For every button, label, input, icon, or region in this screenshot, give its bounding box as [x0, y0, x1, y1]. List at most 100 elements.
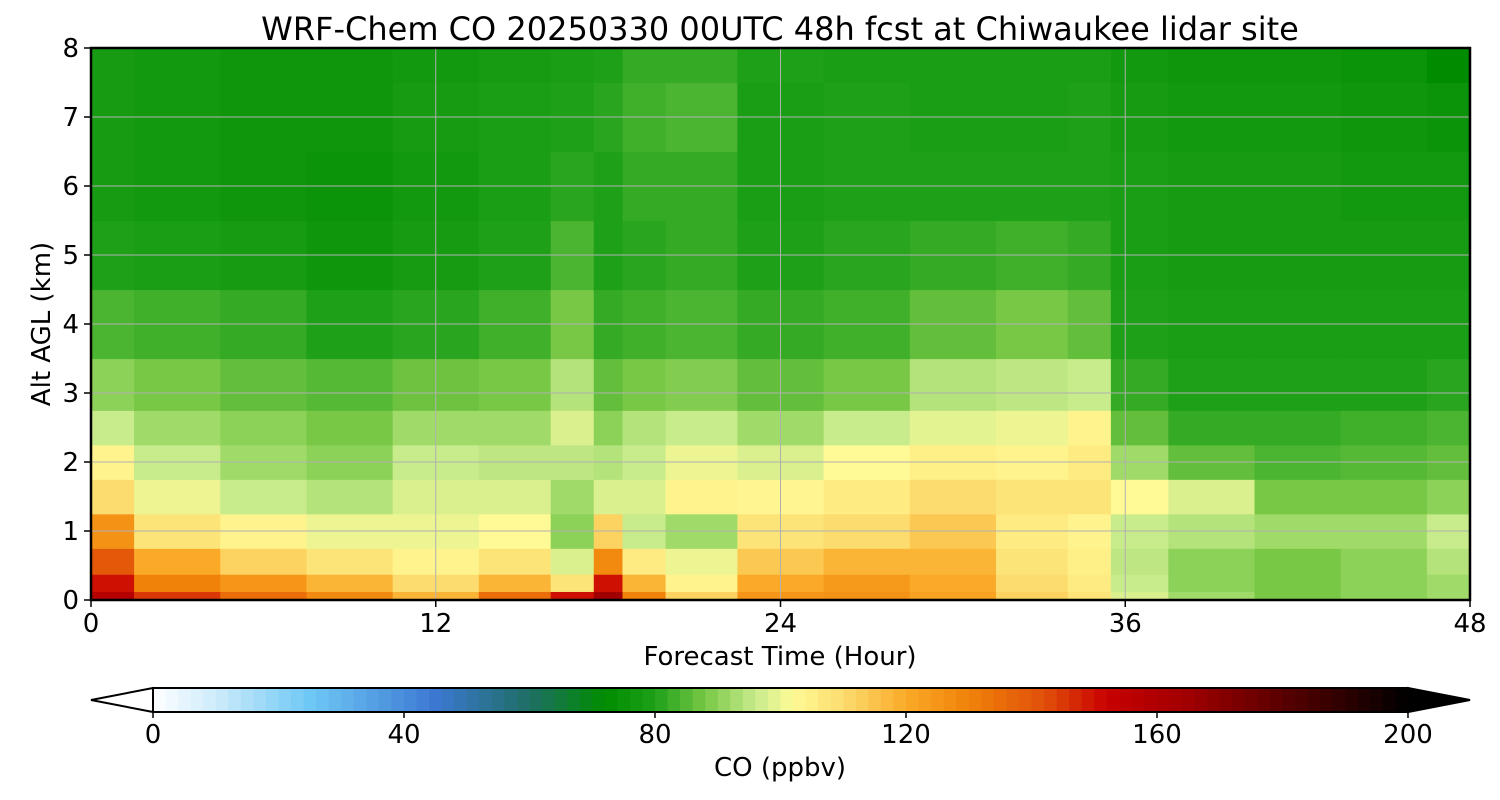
colorbar-segment	[554, 688, 568, 712]
colorbar-segment	[479, 688, 493, 712]
heatmap-cell	[665, 410, 738, 446]
colorbar-tick-label: 160	[1132, 720, 1182, 750]
heatmap-cell	[478, 574, 552, 592]
heatmap-cell	[134, 591, 221, 600]
heatmap-cell	[1168, 479, 1256, 515]
heatmap-cell	[665, 591, 738, 600]
colorbar-segment	[178, 688, 192, 712]
heatmap-cell	[665, 48, 738, 84]
heatmap-cell	[593, 548, 624, 575]
heatmap-cell	[665, 479, 738, 515]
heatmap-cell	[550, 48, 595, 84]
x-tick-label: 36	[1109, 609, 1142, 639]
heatmap-cell	[1340, 591, 1428, 600]
y-tick-label: 3	[62, 379, 79, 409]
colorbar-segment	[529, 688, 543, 712]
heatmap-cell	[306, 591, 394, 600]
x-tick-label: 0	[83, 609, 100, 639]
colorbar-tick-label: 120	[881, 720, 931, 750]
colorbar-segment	[1169, 688, 1183, 712]
heatmap-cell	[478, 48, 552, 84]
colorbar-segment	[793, 688, 807, 712]
heatmap-cell	[1254, 410, 1342, 446]
colorbar-segment	[855, 688, 869, 712]
heatmap-cell	[909, 591, 997, 600]
heatmap-cell	[91, 479, 135, 515]
heatmap-cell	[550, 479, 595, 515]
colorbar-segment	[1094, 688, 1108, 712]
colorbar-segment	[1357, 688, 1371, 712]
colorbar-segment	[830, 688, 844, 712]
colorbar-segment	[1144, 688, 1158, 712]
heatmap-cell	[91, 410, 135, 446]
heatmap-cell	[995, 410, 1069, 446]
heatmap-cell	[1168, 591, 1256, 600]
colorbar-segment	[316, 688, 330, 712]
heatmap-cell	[823, 479, 911, 515]
colorbar-segment	[1081, 688, 1095, 712]
heatmap-cell	[665, 358, 738, 411]
colorbar-segment	[391, 688, 405, 712]
colorbar-segment	[918, 688, 932, 712]
colorbar-segment	[153, 688, 167, 712]
colorbar-segment	[441, 688, 455, 712]
colorbar-tick-label: 80	[638, 720, 671, 750]
heatmap-cell	[622, 410, 667, 446]
y-tick-label: 8	[62, 34, 79, 64]
heatmap-cell	[1067, 574, 1112, 592]
colorbar-segment	[655, 688, 669, 712]
heatmap-cell	[1110, 48, 1169, 84]
y-tick-label: 4	[62, 310, 79, 340]
heatmap-cell	[593, 410, 624, 446]
heatmap-cell	[478, 358, 552, 411]
heatmap-cell	[91, 358, 135, 411]
heatmap-cell	[593, 48, 624, 84]
colorbar-label: CO (ppbv)	[714, 753, 846, 783]
colorbar-segment	[880, 688, 894, 712]
heatmap-cell	[134, 574, 221, 592]
heatmap-cell	[1340, 48, 1428, 84]
colorbar-max-extend	[1407, 686, 1471, 714]
heatmap-cell	[1340, 574, 1428, 592]
heatmap-cell	[1426, 410, 1470, 446]
heatmap-cell	[995, 548, 1069, 575]
heatmap-cell	[306, 410, 394, 446]
colorbar-segment	[328, 688, 342, 712]
colorbar-segment	[1044, 688, 1058, 712]
heatmap-cell	[665, 574, 738, 592]
y-tick-label: 1	[62, 517, 79, 547]
colorbar-segment	[341, 688, 355, 712]
y-tick-label: 7	[62, 103, 79, 133]
heatmap-cell	[823, 574, 911, 592]
heatmap-cell	[1254, 479, 1342, 515]
heatmap-cell	[909, 548, 997, 575]
heatmap-cell	[220, 48, 308, 84]
heatmap-cell	[622, 479, 667, 515]
colorbar-segment	[1345, 688, 1359, 712]
heatmap-cell	[1254, 548, 1342, 575]
colorbar-segment	[993, 688, 1007, 712]
heatmap-cell	[1254, 358, 1342, 411]
heatmap-cell	[91, 548, 135, 575]
colorbar-segment	[491, 688, 505, 712]
colorbar-segment	[416, 688, 430, 712]
heatmap-cell	[1340, 410, 1428, 446]
colorbar-segment	[353, 688, 367, 712]
heatmap-cell	[91, 591, 135, 600]
colorbar-segment	[680, 688, 694, 712]
heatmap-cell	[550, 410, 595, 446]
colorbar-tick-label: 40	[387, 720, 420, 750]
colorbar-segment	[805, 688, 819, 712]
x-axis-ticks: 0 12 24 36 48	[83, 600, 1487, 639]
heatmap-cell	[593, 591, 624, 600]
heatmap-cell	[478, 410, 552, 446]
heatmap-cell	[306, 548, 394, 575]
y-tick-label: 6	[62, 172, 79, 202]
heatmap-cell	[220, 591, 308, 600]
colorbar-frame	[152, 687, 1409, 713]
colorbar-segment	[228, 688, 242, 712]
heatmap-cell	[1426, 358, 1470, 411]
colorbar-segment	[767, 688, 781, 712]
heatmap-cell	[91, 48, 135, 84]
